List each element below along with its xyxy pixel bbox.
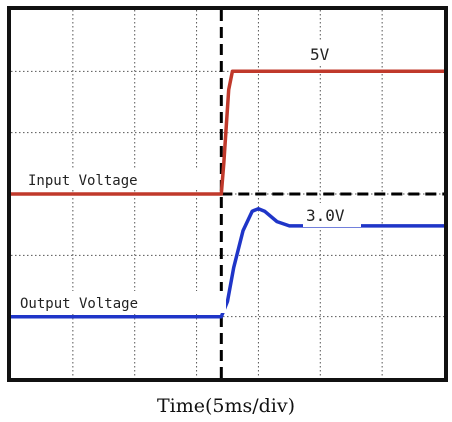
plot-frame bbox=[7, 6, 448, 382]
output-voltage-trace bbox=[9, 206, 446, 319]
output-level-annotation: 3.0V bbox=[306, 206, 345, 225]
input-level-annotation: 5V bbox=[310, 45, 330, 64]
input-voltage-trace bbox=[9, 69, 446, 196]
input-level-bg bbox=[306, 42, 344, 64]
x-axis-title: Time(5ms/div) bbox=[157, 395, 295, 417]
traces bbox=[9, 69, 446, 319]
output-label-bg bbox=[16, 291, 226, 313]
output-level-bg bbox=[303, 203, 361, 227]
output-voltage-label: Output Voltage bbox=[20, 296, 138, 312]
input-label-bg bbox=[22, 168, 212, 190]
input-voltage-label: Input Voltage bbox=[28, 173, 138, 189]
